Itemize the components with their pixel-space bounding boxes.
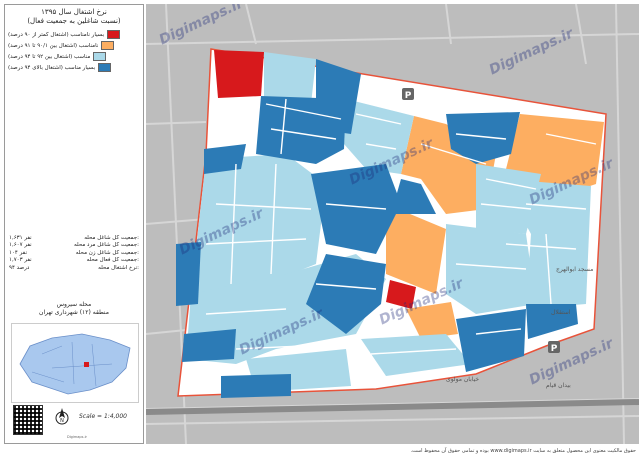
legend-panel: نرخ اشتغال سال ۱۳۹۵ (نسبت شاغلین به جمعی…	[4, 4, 144, 444]
legend-item: بسیار نامناسب (اشتغال کمتر از ۹۰ درصد)	[8, 30, 140, 39]
legend-label: مناسب (اشتغال بین ۹۲ تا ۹۴ درصد)	[8, 53, 91, 60]
qr-code	[13, 405, 43, 435]
legend-item: مناسب (اشتغال بین ۹۲ تا ۹۴ درصد)	[8, 52, 140, 61]
stat-label: جمعیت کل شاغل مرد محله:	[74, 242, 139, 248]
stat-row: ۱,۷۰۳ نفر جمعیت کل فعال محله:	[9, 257, 139, 263]
blocks-good	[186, 52, 591, 392]
north-arrow-icon: N	[55, 408, 69, 425]
title-line-2: (نسبت شاغلین به جمعیت فعال)	[27, 17, 121, 25]
district-name: منطقه (۱۲) شهرداری تهران	[39, 309, 109, 316]
stat-label: جمعیت کل فعال محله:	[86, 257, 139, 263]
footer: N Scale = 1:4,000 Digimaps.ir	[9, 405, 141, 441]
legend: بسیار نامناسب (اشتغال کمتر از ۹۰ درصد) ن…	[8, 30, 140, 72]
stat-value: ۹۴ درصد	[9, 264, 30, 271]
highway	[146, 399, 639, 415]
map-frame[interactable]: P P مسجد ابوالهرج استقلال خیابان مولوی ب…	[146, 4, 639, 444]
location-inset-map	[11, 323, 139, 403]
stat-row: ۱۰۴ نفر جمعیت کل شاغل زن محله:	[9, 250, 139, 256]
title-line-1: نرخ اشتغال سال ۱۳۹۵	[41, 8, 107, 16]
legend-swatch	[101, 41, 115, 50]
legend-label: بسیار مناسب (اشتغال بالای ۹۴ درصد)	[8, 64, 96, 71]
legend-item: نامناسب (اشتغال بین ۹۰/۱ تا ۹۱ درصد)	[8, 41, 140, 50]
legend-swatch	[93, 52, 107, 61]
highlight-district	[84, 362, 89, 367]
street-label: مسجد ابوالهرج	[556, 266, 594, 273]
parking-icon: P	[402, 88, 414, 101]
legend-item: بسیار مناسب (اشتغال بالای ۹۴ درصد)	[8, 63, 140, 72]
location-title: محله سیروس منطقه (۱۲) شهرداری تهران	[5, 301, 143, 317]
blocks-very-good	[176, 59, 578, 398]
stat-value: ۱,۶۰۷ نفر	[9, 242, 32, 248]
stat-row: ۹۴ درصد نرخ اشتغال محله:	[9, 265, 139, 271]
street-label: خیابان مولوی	[446, 376, 480, 383]
stat-value: ۱,۶۳۱ نفر	[9, 234, 32, 241]
svg-text:P: P	[551, 344, 558, 354]
street-label: استقلال	[551, 309, 571, 316]
legend-label: بسیار نامناسب (اشتغال کمتر از ۹۰ درصد)	[8, 31, 105, 38]
map-svg: P P	[146, 4, 639, 444]
stat-value: ۱,۷۰۳ نفر	[9, 257, 32, 263]
stat-label: نرخ اشتغال محله:	[98, 264, 139, 271]
alleys	[205, 98, 597, 355]
neighborhood-name: محله سیروس	[56, 301, 92, 308]
stat-label: جمعیت کل شاغل زن محله:	[75, 249, 139, 256]
stat-value: ۱۰۴ نفر	[9, 249, 27, 256]
stat-row: ۱,۶۳۱ نفر جمعیت کل شاغل محله:	[9, 235, 139, 241]
legend-title: نرخ اشتغال سال ۱۳۹۵ (نسبت شاغلین به جمعی…	[5, 8, 143, 26]
svg-text:N: N	[60, 418, 64, 424]
scale-text: Scale = 1:4,000	[79, 413, 127, 420]
parking-icon: P	[548, 341, 560, 354]
credit-text: Digimaps.ir	[67, 435, 87, 439]
legend-label: نامناسب (اشتغال بین ۹۰/۱ تا ۹۱ درصد)	[8, 42, 99, 49]
copyright-note: حقوق مالکیت معنوی این محصول متعلق به سای…	[410, 448, 636, 454]
stats-table: ۱,۶۳۱ نفر جمعیت کل شاغل محله: ۱,۶۰۷ نفر جم…	[9, 233, 139, 272]
legend-swatch	[98, 63, 112, 72]
legend-swatch	[107, 30, 121, 39]
blocks-very-poor	[214, 50, 416, 309]
inset-map-svg	[19, 333, 131, 395]
street-label: بیدان قیام	[546, 382, 571, 389]
stat-label: جمعیت کل شاغل محله:	[84, 234, 139, 241]
svg-text:P: P	[405, 91, 412, 101]
stat-row: ۱,۶۰۷ نفر جمعیت کل شاغل مرد محله:	[9, 242, 139, 248]
